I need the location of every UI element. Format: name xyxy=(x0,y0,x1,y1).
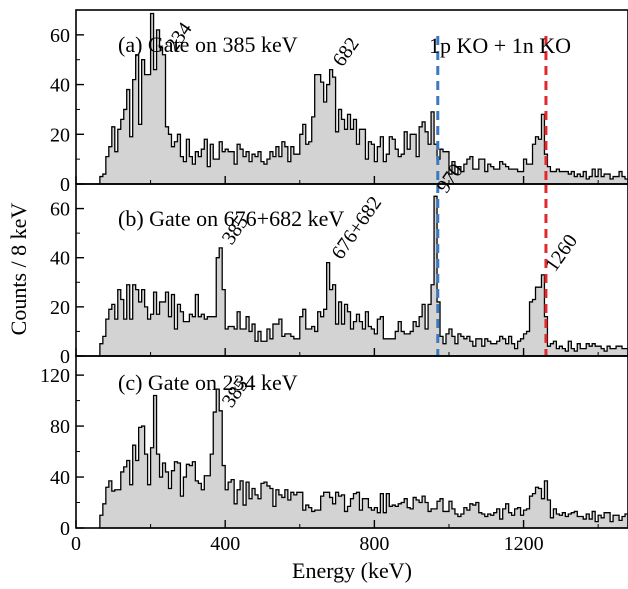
x-tick-label-0: 0 xyxy=(71,533,81,555)
y-tick-label-2-3: 120 xyxy=(40,365,70,387)
x-tick-label-3: 1200 xyxy=(504,533,544,555)
y-tick-label-1-1: 20 xyxy=(50,297,70,319)
y-tick-label-2-2: 80 xyxy=(50,416,70,438)
histogram-series-1 xyxy=(99,195,628,357)
peak-label-0-1: 682 xyxy=(328,33,363,70)
y-tick-label-2-0: 0 xyxy=(60,518,70,540)
panel-title-0: (a) Gate on 385 keV xyxy=(118,32,298,57)
histogram-series-0 xyxy=(99,12,628,185)
y-tick-label-0-1: 20 xyxy=(50,124,70,146)
y-tick-label-0-2: 40 xyxy=(50,75,70,97)
y-tick-label-0-3: 60 xyxy=(50,25,70,47)
y-axis-label: Counts / 8 keV xyxy=(6,203,31,336)
y-tick-label-1-2: 40 xyxy=(50,248,70,270)
x-tick-label-1: 400 xyxy=(210,533,240,555)
marker-caption: 1p KO + 1n KO xyxy=(429,33,571,58)
panel-title-1: (b) Gate on 676+682 keV xyxy=(118,206,344,231)
y-tick-label-2-1: 40 xyxy=(50,467,70,489)
axes-frame-2 xyxy=(75,355,628,529)
panel-title-2: (c) Gate on 234 keV xyxy=(118,370,298,395)
histogram-series-2 xyxy=(99,388,628,529)
x-axis-label: Energy (keV) xyxy=(292,558,412,583)
y-tick-label-1-3: 60 xyxy=(50,199,70,221)
y-tick-label-0-0: 0 xyxy=(60,174,70,196)
y-tick-label-1-0: 0 xyxy=(60,346,70,368)
x-tick-label-2: 800 xyxy=(359,533,389,555)
